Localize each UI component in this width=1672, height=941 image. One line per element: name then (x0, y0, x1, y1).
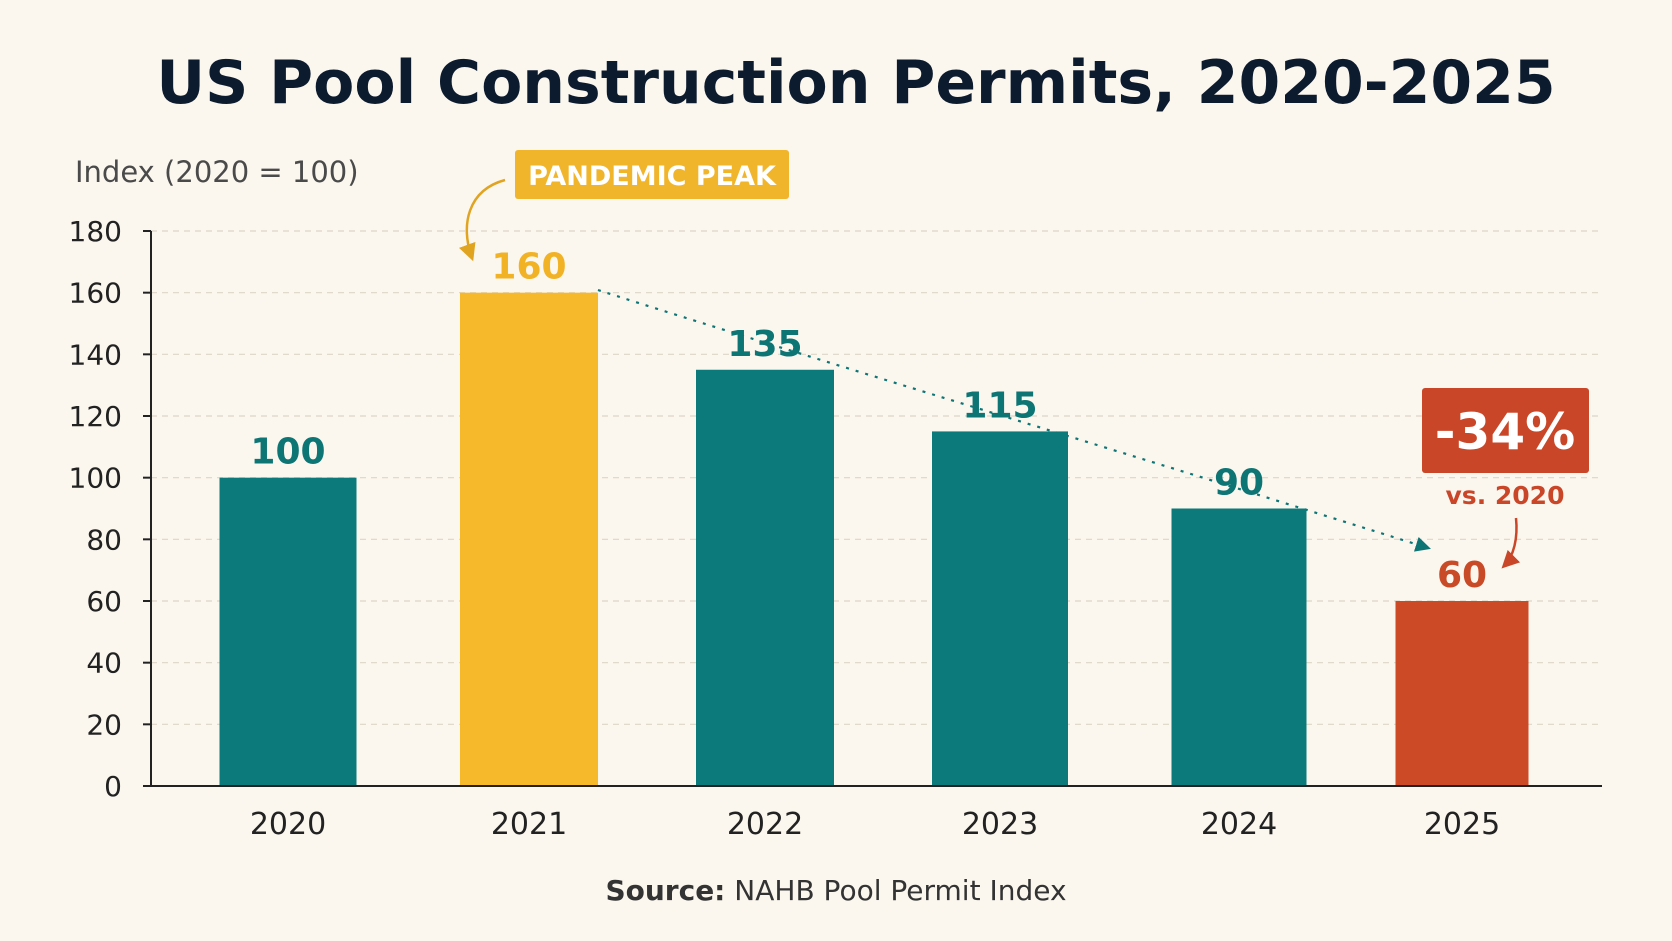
value-labels: 100 160 135 115 90 60 (250, 247, 1487, 596)
pandemic-peak-label: PANDEMIC PEAK (528, 161, 777, 192)
x-axis-ticks: 2020 2021 2022 2023 2024 2025 (250, 807, 1500, 842)
pandemic-peak-arrow (458, 178, 506, 262)
y-tick-label: 140 (69, 338, 122, 371)
y-tick-label: 180 (69, 215, 122, 248)
value-label-2024: 90 (1214, 463, 1264, 504)
pandemic-peak-callout: PANDEMIC PEAK (458, 150, 789, 262)
change-badge-value: -34% (1435, 403, 1575, 461)
pandemic-peak-badge (515, 150, 789, 199)
bar-2025 (1395, 601, 1529, 786)
bar-2024 (1171, 508, 1307, 786)
y-axis-ticks: 0 20 40 60 80 100 120 140 160 180 (69, 215, 151, 803)
x-tick-label-2020: 2020 (250, 807, 326, 842)
source-label: Source: (605, 874, 725, 907)
y-tick-label: 60 (86, 585, 122, 618)
x-tick-label-2024: 2024 (1201, 807, 1277, 842)
y-tick-label: 100 (69, 462, 122, 495)
change-arrow (1501, 517, 1521, 569)
y-axis-label: Index (2020 = 100) (75, 155, 359, 189)
value-label-2025: 60 (1437, 555, 1487, 596)
y-tick-label: 20 (86, 708, 122, 741)
change-callout: -34% vs. 2020 (1422, 388, 1589, 569)
bar-2022 (696, 369, 834, 786)
x-tick-label-2023: 2023 (962, 807, 1038, 842)
y-tick-label: 120 (69, 400, 122, 433)
source-text: NAHB Pool Permit Index (725, 874, 1066, 907)
trend-line (597, 288, 1431, 552)
bar-2021 (460, 292, 598, 786)
value-label-2022: 135 (727, 324, 802, 365)
change-badge (1422, 388, 1589, 473)
bar-2020 (219, 477, 357, 786)
change-note: vs. 2020 (1446, 481, 1565, 510)
bar-2023 (932, 431, 1068, 786)
gridlines (151, 230, 1602, 725)
trend-line-group (597, 288, 1431, 552)
y-tick-label: 40 (86, 647, 122, 680)
bars (219, 292, 1529, 786)
value-label-2020: 100 (250, 432, 325, 473)
x-tick-label-2022: 2022 (727, 807, 803, 842)
chart-title: US Pool Construction Permits, 2020-2025 (156, 48, 1555, 118)
value-label-2021: 160 (491, 247, 566, 288)
value-label-2023: 115 (962, 385, 1037, 426)
source-line: Source: NAHB Pool Permit Index (605, 874, 1066, 907)
x-tick-label-2025: 2025 (1424, 807, 1500, 842)
x-tick-label-2021: 2021 (491, 807, 567, 842)
y-tick-label: 80 (86, 523, 122, 556)
y-tick-label: 0 (104, 770, 122, 803)
y-tick-label: 160 (69, 277, 122, 310)
